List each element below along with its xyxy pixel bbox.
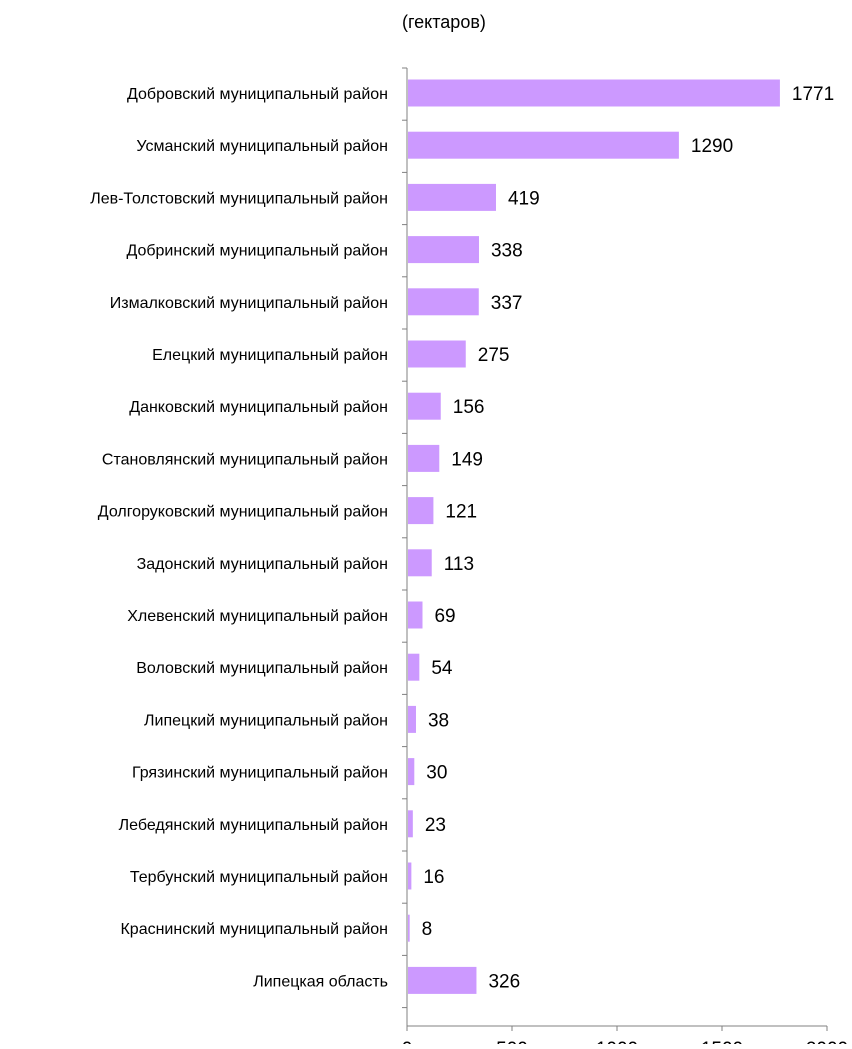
bar — [408, 862, 412, 890]
data-label: 69 — [434, 606, 455, 627]
data-label: 1771 — [792, 84, 834, 105]
bar — [408, 758, 415, 786]
data-label: 1290 — [691, 136, 733, 157]
category-label: Грязинский муниципальный район — [132, 765, 388, 782]
category-label: Усманский муниципальный район — [136, 138, 388, 155]
data-label: 113 — [444, 554, 474, 575]
category-label: Воловский муниципальный район — [136, 660, 388, 677]
x-tick-label: 1000 — [596, 1039, 638, 1044]
bar — [408, 79, 780, 107]
data-label: 156 — [453, 397, 485, 418]
category-label: Становлянский муниципальный район — [102, 451, 388, 468]
bar — [408, 810, 413, 838]
bar — [408, 183, 496, 211]
x-tick-label: 500 — [496, 1039, 528, 1044]
data-label: 23 — [425, 815, 446, 836]
bar — [408, 966, 477, 994]
data-label: 337 — [491, 293, 523, 314]
bar — [408, 131, 679, 159]
bar — [408, 914, 410, 942]
category-label: Лев-Толстовский муниципальный район — [90, 190, 388, 207]
bar — [408, 392, 441, 420]
data-label: 8 — [422, 919, 433, 940]
x-tick-label: 0 — [402, 1039, 413, 1044]
category-label: Добринский муниципальный район — [126, 243, 388, 260]
category-label: Краснинский муниципальный район — [120, 921, 388, 938]
data-label: 54 — [431, 658, 453, 679]
data-label: 121 — [445, 502, 477, 523]
data-label: 338 — [491, 241, 523, 262]
category-label: Данковский муниципальный район — [129, 399, 388, 416]
bar — [408, 236, 479, 264]
x-tick-label: 1500 — [701, 1039, 743, 1044]
data-label: 16 — [423, 867, 444, 888]
bar — [408, 497, 434, 525]
category-label: Задонский муниципальный район — [137, 556, 388, 573]
data-label: 38 — [428, 710, 449, 731]
x-tick-label: 2000 — [806, 1039, 848, 1044]
data-label: 326 — [488, 971, 520, 992]
bar — [408, 705, 416, 733]
category-label: Липецкий муниципальный район — [144, 712, 388, 729]
category-label: Добровский муниципальный район — [127, 86, 388, 103]
category-label: Долгоруковский муниципальный район — [98, 504, 388, 521]
data-label: 30 — [426, 763, 447, 784]
bar — [408, 549, 432, 577]
data-label: 419 — [508, 188, 540, 209]
category-label: Тербунский муниципальный район — [130, 869, 388, 886]
category-label: Измалковский муниципальный район — [110, 295, 388, 312]
subtitle-text: (гектаров) — [402, 12, 486, 32]
bar — [408, 653, 420, 681]
bar — [408, 444, 440, 472]
category-label: Лебедянский муниципальный район — [119, 817, 388, 834]
category-label: Хлевенский муниципальный район — [127, 608, 388, 625]
bar — [408, 288, 479, 316]
bar — [408, 601, 423, 629]
data-label: 149 — [451, 449, 483, 470]
data-label: 275 — [478, 345, 510, 366]
bar — [408, 340, 466, 368]
category-label: Липецкая область — [253, 973, 388, 990]
category-label: Елецкий муниципальный район — [152, 347, 388, 364]
